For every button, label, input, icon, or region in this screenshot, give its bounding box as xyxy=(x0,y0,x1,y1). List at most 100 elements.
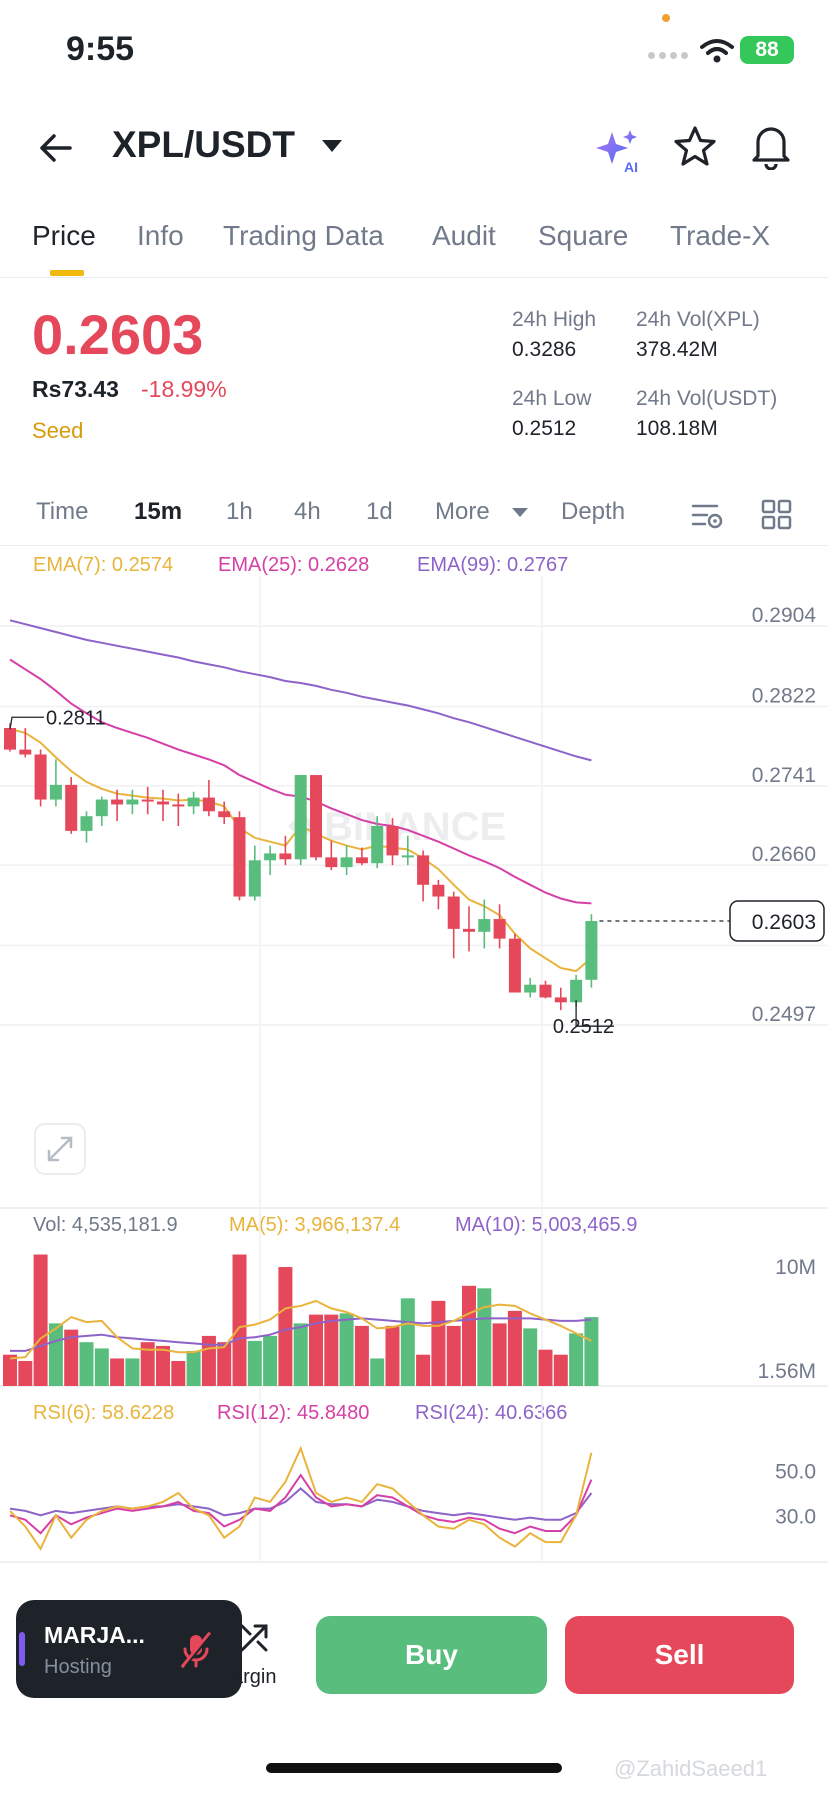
interval-15m[interactable]: 15m xyxy=(134,498,183,525)
interval-bar: Time 15m 1h 4h 1d More Depth xyxy=(0,486,828,546)
candle-body xyxy=(187,797,200,807)
candle-body xyxy=(463,928,475,932)
svg-text:BINANCE: BINANCE xyxy=(324,805,506,849)
volume-bar xyxy=(18,1360,33,1386)
volume-tick-label: 10M xyxy=(775,1256,816,1279)
legend-ema7: EMA(7): 0.2574 xyxy=(33,554,174,576)
live-host-pill[interactable]: MARJA... Hosting xyxy=(16,1600,242,1698)
volume-bar xyxy=(492,1323,507,1386)
volume-bar xyxy=(263,1335,278,1386)
tab-trade-x[interactable]: Trade-X xyxy=(670,220,771,251)
volume-bar xyxy=(507,1310,522,1386)
legend-rsi12: RSI(12): 45.8480 xyxy=(217,1402,370,1424)
stat-value: 378.42M xyxy=(636,338,718,361)
rsi6-line xyxy=(9,1445,593,1551)
stat-label: 24h Low xyxy=(512,387,592,410)
price-tick-label: 0.2497 xyxy=(752,1003,816,1026)
interval-4h[interactable]: 4h xyxy=(294,498,321,525)
candle-body xyxy=(554,997,567,1003)
volume-bar xyxy=(477,1288,492,1386)
last-price: 0.2603 xyxy=(32,303,204,366)
legend-rsi24: RSI(24): 40.6366 xyxy=(415,1402,568,1424)
pair-dropdown-icon[interactable] xyxy=(322,140,342,152)
more-dropdown-icon[interactable] xyxy=(512,508,528,517)
candle-body xyxy=(4,728,16,750)
stat-24h-vol-base: 24h Vol(XPL) 378.42M xyxy=(636,308,760,362)
interval-time[interactable]: Time xyxy=(36,498,89,525)
legend-ema25: EMA(25): 0.2628 xyxy=(218,554,370,576)
volume-bar xyxy=(584,1317,599,1386)
tab-info[interactable]: Info xyxy=(137,220,184,251)
expand-chart-button[interactable] xyxy=(34,1123,86,1175)
candle-body xyxy=(248,860,261,897)
candle-body xyxy=(49,784,62,800)
privacy-indicator-icon xyxy=(662,14,670,22)
favorite-star-icon[interactable] xyxy=(672,124,718,170)
last-price-label: 0.2603 xyxy=(752,911,816,934)
volume-bar xyxy=(523,1328,538,1386)
ai-sparkle-icon[interactable]: AI xyxy=(594,126,642,174)
indicator-settings-icon[interactable] xyxy=(690,498,724,532)
candle-body xyxy=(157,801,169,805)
chart-canvas[interactable]: BINANCE 0.29040.28220.27410.26600.25780.… xyxy=(0,546,828,1566)
interval-1h[interactable]: 1h xyxy=(226,498,253,525)
candle-body xyxy=(218,811,231,818)
price-change-percent: -18.99% xyxy=(141,376,227,402)
live-host-status: Hosting xyxy=(44,1656,112,1678)
image-watermark: @ZahidSaeed1 xyxy=(614,1756,768,1781)
kline-chart[interactable]: EMA(7): 0.2574 EMA(25): 0.2628 EMA(99): … xyxy=(0,546,828,1566)
tab-price[interactable]: Price xyxy=(32,220,96,251)
home-indicator xyxy=(266,1763,562,1773)
layout-grid-icon[interactable] xyxy=(760,498,794,532)
candle-body xyxy=(447,896,460,929)
back-arrow-icon[interactable] xyxy=(34,126,78,170)
stat-label: 24h Vol(XPL) xyxy=(636,308,760,331)
mic-muted-icon[interactable] xyxy=(176,1630,216,1670)
volume-bar xyxy=(416,1354,431,1386)
active-tab-indicator xyxy=(50,270,84,276)
volume-bar xyxy=(324,1314,339,1386)
price-tick-label: 0.2904 xyxy=(752,604,817,627)
detail-tabs: Price Info Trading Data Audit Square Tra… xyxy=(0,210,828,278)
price-alert-bell-icon[interactable] xyxy=(748,122,794,170)
high-marker-label: 0.2811 xyxy=(46,707,106,729)
candle-body xyxy=(401,855,414,858)
candle-body xyxy=(202,797,215,812)
stat-value: 108.18M xyxy=(636,417,718,440)
pair-title[interactable]: XPL/USDT xyxy=(112,124,295,165)
candle-body xyxy=(310,775,322,858)
stat-value: 0.2512 xyxy=(512,417,577,440)
interval-1d[interactable]: 1d xyxy=(366,498,393,525)
candle-body xyxy=(80,816,93,831)
candle-body xyxy=(325,857,338,868)
tab-square[interactable]: Square xyxy=(538,220,629,251)
depth-toggle[interactable]: Depth xyxy=(561,498,626,525)
volume-bar xyxy=(33,1254,48,1386)
candle-body xyxy=(19,749,32,755)
tab-audit[interactable]: Audit xyxy=(432,220,496,251)
volume-bar xyxy=(3,1354,17,1386)
candle-body xyxy=(172,804,185,807)
legend-ma10: MA(10): 5,003,465.9 xyxy=(455,1214,638,1236)
candle-body xyxy=(111,799,124,805)
sell-button[interactable]: Sell xyxy=(565,1616,794,1694)
price-summary: 0.2603 Rs73.43 -18.99% Seed 24h High 0.3… xyxy=(0,290,828,470)
volume-bar xyxy=(217,1342,232,1386)
volume-bar xyxy=(140,1342,155,1386)
last-price-box xyxy=(729,900,825,942)
legend-volume: Vol: 4,535,181.9 xyxy=(33,1214,178,1236)
volume-bar xyxy=(462,1285,476,1386)
volume-bar xyxy=(309,1314,323,1386)
margin-icon[interactable] xyxy=(236,1620,272,1656)
tab-trading-data[interactable]: Trading Data xyxy=(223,220,384,251)
interval-more[interactable]: More xyxy=(435,498,490,525)
wifi-icon xyxy=(700,39,734,63)
seed-tag[interactable]: Seed xyxy=(32,418,84,443)
margin-label[interactable]: argin xyxy=(232,1666,277,1688)
live-accent-bar xyxy=(19,1632,25,1666)
buy-button[interactable]: Buy xyxy=(316,1616,547,1694)
status-time: 9:55 xyxy=(66,30,135,68)
volume-bar xyxy=(553,1354,568,1386)
battery-indicator: 88 xyxy=(740,36,794,64)
volume-bar xyxy=(110,1358,125,1386)
